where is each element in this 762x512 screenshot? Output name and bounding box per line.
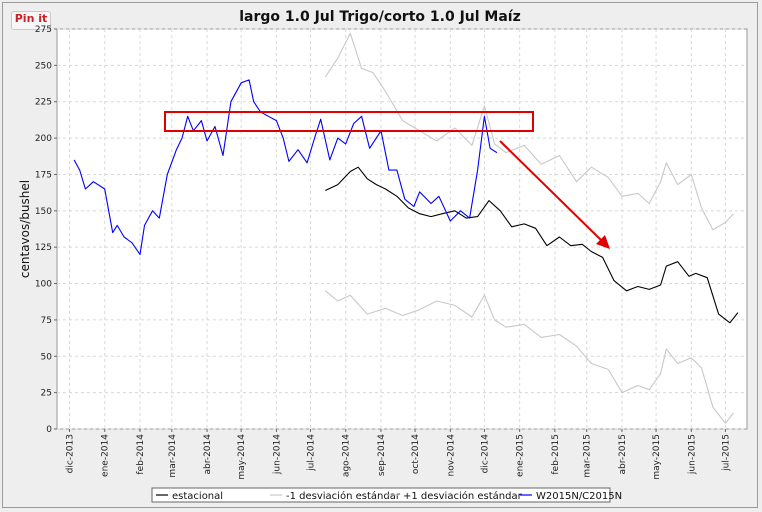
x-tick-label: nov-2014 bbox=[446, 434, 456, 477]
x-tick-label: jul-2014 bbox=[306, 434, 316, 472]
y-tick-label: 275 bbox=[35, 25, 52, 35]
x-tick-label: may-2014 bbox=[237, 434, 247, 480]
y-tick-label: 100 bbox=[35, 280, 52, 290]
y-tick-label: 125 bbox=[35, 243, 52, 253]
x-tick-label: ene-2014 bbox=[101, 434, 111, 477]
axes: 0 25 50 75 100 125 150 175 200 225 250 275 dic-2013 e… bbox=[35, 25, 732, 480]
y-axis-label: centavos/bushel bbox=[18, 180, 32, 278]
legend-label: W2015N/C2015N bbox=[536, 491, 622, 502]
series-line-2 bbox=[324, 32, 734, 231]
x-tick-label: dic-2013 bbox=[66, 434, 76, 473]
series-lines bbox=[73, 32, 739, 424]
trend-arrow-head bbox=[596, 235, 610, 249]
y-tick-label: 250 bbox=[35, 61, 52, 71]
chart-title: largo 1.0 Jul Trigo/corto 1.0 Jul Maíz bbox=[239, 9, 521, 25]
x-tick-label: ene-2015 bbox=[516, 434, 526, 477]
y-tick-label: 225 bbox=[35, 98, 52, 108]
y-tick-label: 175 bbox=[35, 170, 52, 180]
x-tick-label: jun-2014 bbox=[272, 434, 282, 475]
y-tick-label: 0 bbox=[46, 425, 52, 435]
x-tick-label: mar-2014 bbox=[168, 434, 178, 478]
x-tick-label: abr-2014 bbox=[203, 434, 213, 475]
x-tick-label: may-2015 bbox=[652, 434, 662, 480]
legend-label: +1 desviación estándar bbox=[403, 490, 523, 502]
legend-box bbox=[151, 487, 611, 503]
x-tick-label: dic-2014 bbox=[480, 434, 490, 474]
y-tick-label: 150 bbox=[35, 207, 52, 217]
x-tick-label: sep-2014 bbox=[377, 434, 387, 476]
series-line-3 bbox=[73, 79, 498, 256]
plot-area bbox=[56, 28, 748, 430]
x-tick-label: feb-2014 bbox=[136, 434, 146, 475]
series-line-0 bbox=[325, 166, 739, 324]
legend-label: -1 desviación estándar bbox=[286, 490, 401, 502]
series-line-1 bbox=[324, 290, 734, 424]
pin-it-button[interactable]: Pin it bbox=[11, 11, 51, 30]
x-tick-label: jun-2015 bbox=[687, 434, 697, 475]
x-tick-label: ago-2014 bbox=[342, 434, 352, 477]
grid-lines bbox=[57, 28, 747, 430]
legend-label: estacional bbox=[172, 491, 223, 502]
x-tick-label: jul-2015 bbox=[721, 434, 731, 472]
x-tick-label: feb-2015 bbox=[551, 434, 561, 475]
legend: estacional -1 desviación estándar +1 desvi… bbox=[151, 487, 622, 503]
x-tick-label: abr-2015 bbox=[618, 434, 628, 475]
y-tick-label: 25 bbox=[41, 389, 52, 399]
trend-arrow bbox=[499, 140, 603, 242]
y-tick-label: 75 bbox=[41, 316, 52, 326]
x-tick-label: mar-2015 bbox=[583, 434, 593, 478]
y-tick-label: 200 bbox=[35, 134, 52, 144]
y-tick-label: 50 bbox=[41, 352, 53, 362]
highlight-box bbox=[164, 111, 534, 132]
x-tick-label: oct-2014 bbox=[411, 434, 421, 474]
